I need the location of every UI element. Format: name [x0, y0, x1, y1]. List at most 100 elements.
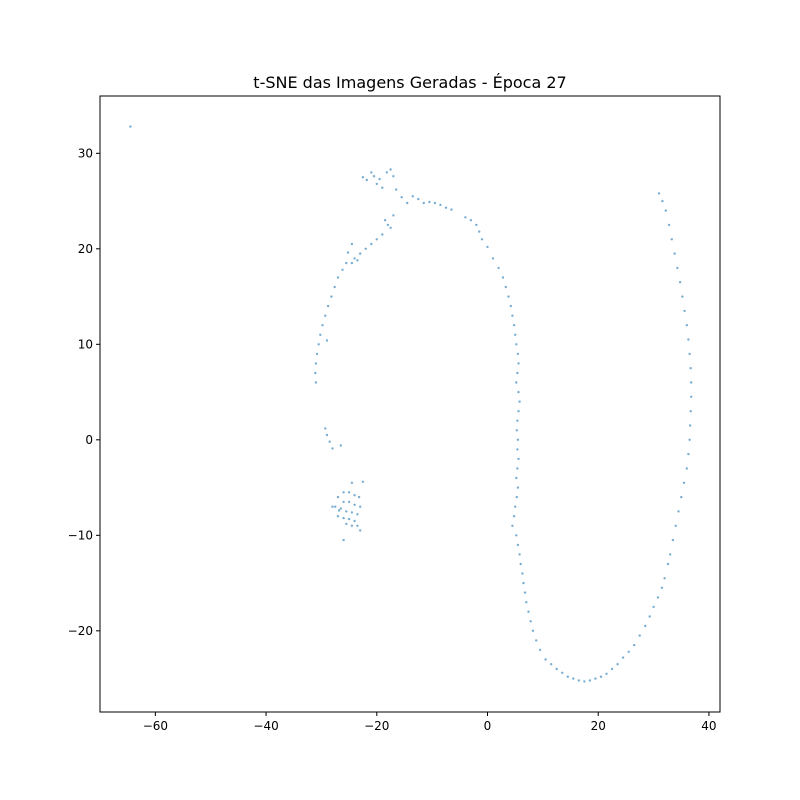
scatter-point	[350, 242, 354, 246]
scatter-point	[428, 200, 431, 204]
scatter-point	[314, 362, 318, 365]
scatter-point	[516, 448, 519, 451]
scatter-point	[395, 188, 398, 191]
scatter-point	[359, 505, 362, 508]
scatter-point	[517, 390, 520, 394]
scatter-point	[687, 452, 690, 456]
scatter-point	[422, 201, 425, 205]
scatter-point	[392, 175, 395, 178]
scatter-point	[342, 491, 345, 494]
y-tick-label: 30	[78, 146, 93, 160]
scatter-point	[365, 178, 368, 182]
scatter-point	[353, 519, 356, 523]
scatter-point	[512, 324, 516, 327]
scatter-point	[417, 197, 420, 201]
scatter-point	[350, 524, 354, 527]
scatter-point	[324, 427, 327, 430]
scatter-point	[350, 511, 354, 514]
scatter-point	[523, 591, 527, 594]
scatter-point	[345, 510, 348, 513]
scatter-point	[331, 505, 334, 508]
scatter-point	[660, 586, 664, 589]
scatter-point	[633, 643, 636, 647]
scatter-point	[656, 596, 660, 599]
scatter-point	[666, 562, 670, 566]
scatter-point	[610, 667, 614, 671]
scatter-point	[315, 352, 319, 356]
scatter-point	[583, 680, 586, 683]
scatter-point	[469, 219, 473, 222]
scatter-point	[385, 171, 388, 174]
scatter-point	[516, 467, 519, 470]
scatter-point	[353, 257, 356, 260]
scatter-point	[464, 216, 467, 219]
scatter-point	[321, 324, 324, 327]
scatter-point	[525, 601, 528, 604]
scatter-point	[531, 629, 535, 632]
scatter-point	[688, 424, 692, 427]
scatter-point	[328, 440, 331, 443]
scatter-point	[497, 266, 500, 270]
scatter-point	[491, 257, 495, 260]
scatter-point	[515, 476, 518, 480]
scatter-point	[671, 538, 675, 542]
scatter-point	[685, 467, 688, 470]
scatter-point	[331, 447, 334, 450]
scatter-point	[682, 481, 686, 484]
scatter-point	[529, 620, 532, 623]
scatter-point	[517, 457, 520, 461]
scatter-point	[406, 201, 409, 205]
scatter-point	[511, 524, 514, 527]
scatter-point	[544, 658, 547, 661]
scatter-point	[516, 438, 520, 441]
scatter-point	[480, 238, 484, 241]
scatter-point	[577, 679, 580, 682]
scatter-point	[681, 295, 684, 298]
scatter-point	[350, 481, 354, 484]
x-tick-label: −60	[143, 719, 168, 733]
scatter-point	[516, 486, 520, 489]
scatter-point	[347, 517, 351, 521]
scatter-point	[512, 515, 516, 518]
scatter-point	[673, 252, 676, 255]
scatter-point	[690, 395, 693, 398]
scatter-point	[334, 505, 337, 508]
scatter-point	[515, 429, 518, 432]
scatter-point	[359, 529, 362, 532]
scatter-point	[478, 230, 481, 233]
scatter-point	[515, 495, 518, 499]
scatter-point	[527, 610, 530, 613]
scatter-point	[333, 285, 336, 289]
scatter-point	[516, 352, 520, 356]
y-tick-label: 0	[85, 433, 93, 447]
scatter-point	[674, 524, 677, 527]
scatter-point	[336, 495, 340, 499]
scatter-point	[605, 672, 608, 675]
scatter-point	[357, 495, 361, 499]
scatter-point	[439, 203, 442, 207]
scatter-point	[370, 171, 373, 174]
scatter-point	[511, 314, 514, 317]
scatter-point	[375, 182, 378, 186]
x-axis-ticks: −60 −40 −20 0 20 40	[143, 712, 717, 733]
scatter-point	[678, 281, 682, 284]
scatter-point	[661, 199, 664, 203]
scatter-point	[688, 438, 691, 441]
scatter-point	[588, 679, 592, 682]
scatter-point	[535, 639, 538, 642]
x-tick-label: 0	[484, 719, 492, 733]
y-tick-label: 10	[78, 337, 93, 351]
scatter-point	[400, 196, 403, 199]
scatter-point	[664, 209, 667, 212]
x-tick-label: 40	[701, 719, 716, 733]
scatter-point	[361, 176, 365, 179]
scatter-point	[342, 500, 345, 504]
scatter-point	[616, 663, 619, 666]
scatter-point	[550, 663, 553, 666]
scatter-point	[356, 524, 359, 527]
scatter-point	[627, 650, 630, 653]
scatter-point	[516, 419, 519, 422]
scatter-point	[314, 371, 317, 375]
scatter-point	[336, 515, 340, 518]
scatter-point	[519, 562, 522, 566]
